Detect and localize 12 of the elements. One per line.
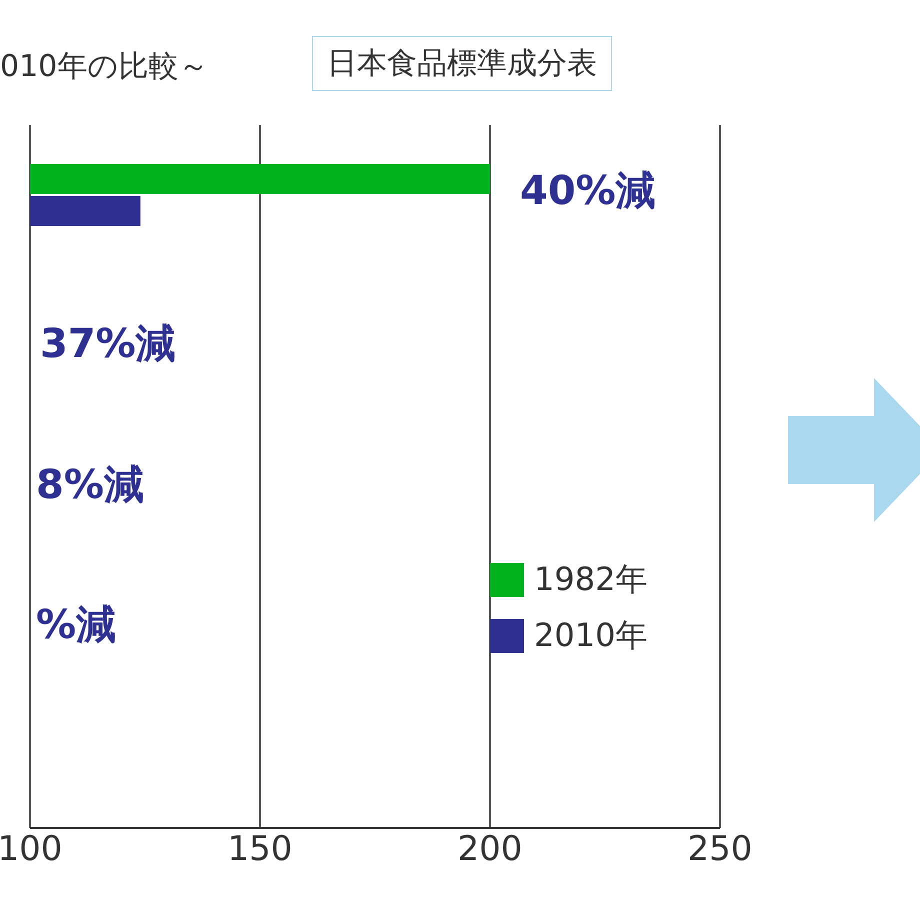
x-tick-label: 100 [0, 829, 62, 870]
chart-title: 010年の比較～ [0, 48, 208, 86]
legend-label: 2010年 [534, 615, 648, 656]
annotation: 37%減 [40, 316, 176, 371]
annotation: 40%減 [520, 163, 656, 218]
text: 日本食品標準成分表 [312, 36, 612, 91]
annotation: %減 [36, 597, 116, 652]
x-tick-label: 200 [458, 829, 522, 870]
legend-label: 1982年 [534, 559, 648, 600]
annotation: 8%減 [36, 456, 144, 512]
x-tick-label: 250 [688, 829, 752, 870]
x-tick-label: 150 [228, 829, 292, 870]
